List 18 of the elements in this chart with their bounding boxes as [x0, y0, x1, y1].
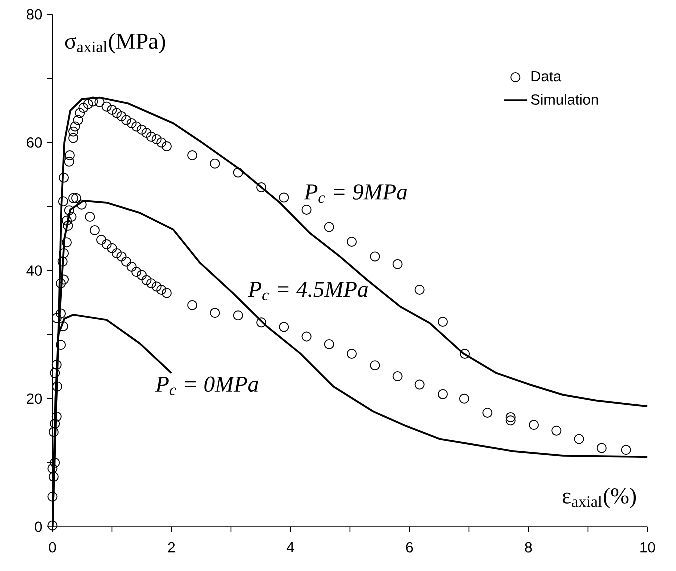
x-tick-label: 4: [286, 542, 294, 552]
annotation: P$_{c}$ = 9MPa: [304, 184, 408, 204]
x-tick-label: 8: [525, 542, 532, 553]
annotation: P$_{c}$ = 4.5MPa: [248, 282, 368, 301]
annotation: P$_{c}$ = 0MPa: [155, 376, 258, 396]
y-tick-label: 80: [26, 9, 42, 20]
y-tick-label: 20: [27, 394, 42, 404]
legend-label: Simulation: [531, 94, 598, 105]
x-axis-title: ε$_{axial}$(%): [562, 488, 636, 508]
y-tick-label: 40: [26, 266, 42, 276]
x-tick-label: 2: [168, 542, 176, 553]
x-tick-label: 6: [406, 542, 414, 553]
y-tick-label: 0: [35, 522, 42, 532]
x-tick-label: 0: [49, 542, 56, 553]
y-axis-title: σ$_{axial}$(MPa): [65, 33, 166, 54]
legend-label: Data: [532, 71, 562, 82]
y-tick-label: 60: [27, 138, 42, 148]
x-tick-label: 10: [640, 542, 656, 553]
